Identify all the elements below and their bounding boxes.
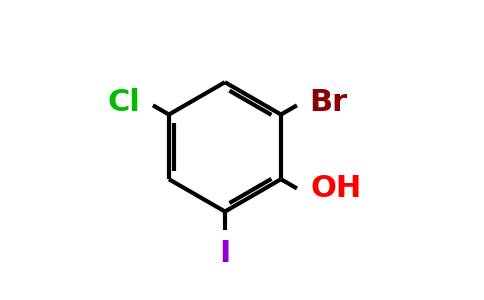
Text: OH: OH [311,174,362,203]
Text: I: I [219,239,231,268]
Text: Br: Br [310,88,348,118]
Text: Cl: Cl [107,88,140,118]
